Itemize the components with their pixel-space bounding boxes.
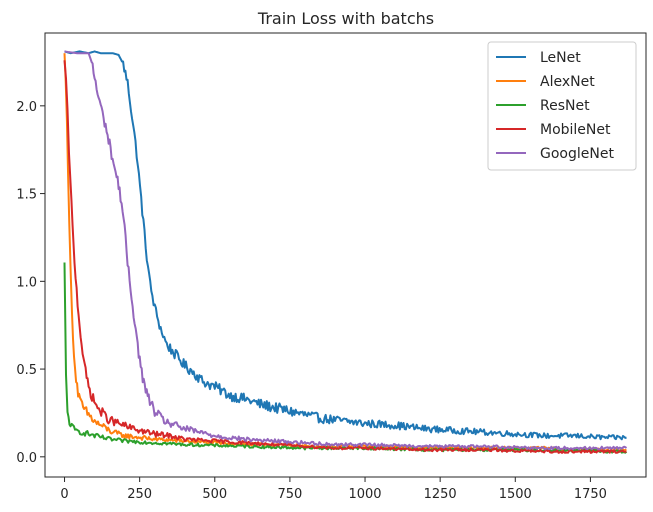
x-tick-label: 1250: [424, 487, 457, 502]
series-line-googlenet: [64, 50, 628, 451]
x-tick-label: 250: [127, 487, 152, 502]
chart-title: Train Loss with batchs: [257, 9, 434, 28]
series-line-resnet: [63, 262, 628, 454]
y-tick-label: 0.5: [16, 363, 37, 378]
y-axis: 0.0 0.5 1.0 1.5 2.0: [16, 100, 45, 466]
axes-frame: [44, 32, 647, 478]
y-tick-label: 2.0: [16, 100, 37, 115]
x-tick-label: 0: [60, 487, 68, 502]
y-tick-label: 1.5: [16, 188, 37, 203]
legend-label-mobilenet: MobileNet: [540, 122, 611, 138]
x-tick-label: 500: [202, 487, 227, 502]
legend-label-lenet: LeNet: [540, 50, 581, 66]
legend-label-googlenet: GoogleNet: [540, 146, 614, 162]
series-line-mobilenet: [63, 60, 627, 454]
x-tick-label: 750: [277, 487, 302, 502]
legend-label-resnet: ResNet: [540, 98, 590, 114]
legend-label-alexnet: AlexNet: [540, 74, 595, 90]
y-tick-label: 1.0: [16, 275, 37, 290]
x-tick-label: 1000: [348, 487, 381, 502]
plot-area: [63, 50, 628, 454]
x-tick-label: 1750: [574, 487, 607, 502]
legend: LeNet AlexNet ResNet MobileNet GoogleNet: [487, 41, 637, 171]
y-tick-label: 0.0: [16, 451, 37, 466]
x-axis: 0 250 500 750 1000 1250 1500 1750: [60, 477, 607, 502]
legend-box: [487, 41, 637, 171]
series-line-lenet: [64, 50, 627, 441]
x-tick-label: 1500: [499, 487, 532, 502]
